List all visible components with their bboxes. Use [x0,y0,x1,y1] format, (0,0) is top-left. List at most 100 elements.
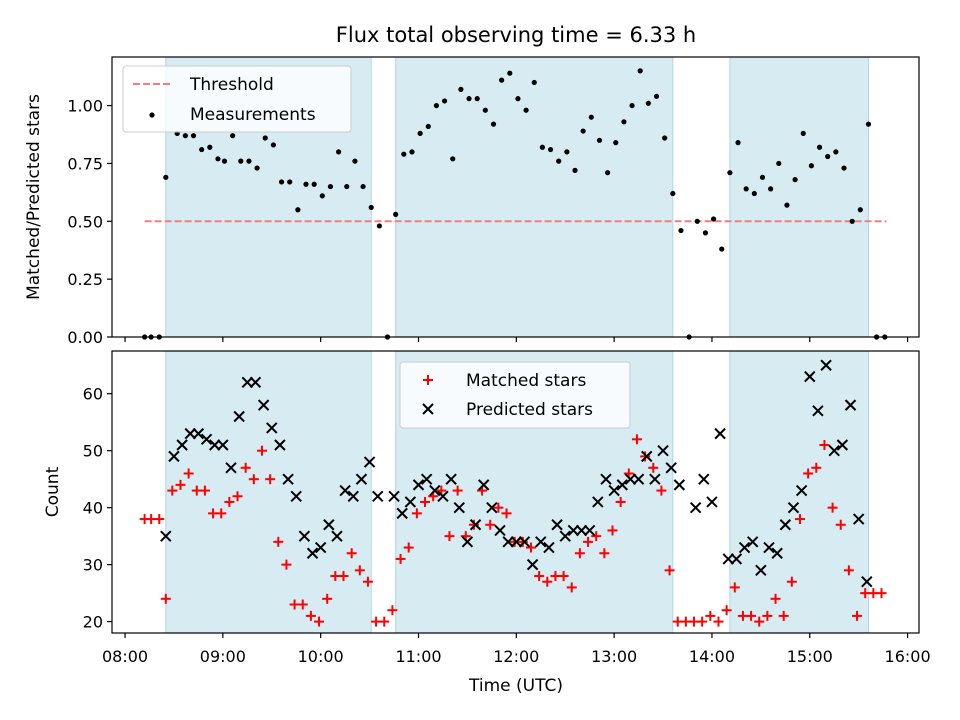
matched-legend-label: Matched stars [466,371,586,391]
predicted-star-point [200,433,213,446]
measurement-point [735,140,741,146]
bottom-y-axis-label: Count [43,466,63,517]
matched-star-point [411,508,422,519]
measurement-point [768,186,774,192]
measurement-point [311,181,317,187]
matched-star-point [248,474,259,485]
predicted-star-point [738,541,751,554]
matched-star-point [517,536,528,547]
bottom-legend: Matched stars Predicted stars [399,361,631,429]
measurement-point [238,158,244,164]
matched-star-point [843,565,854,576]
matched-star-point [362,576,373,587]
predicted-legend-marker [422,403,434,415]
predicted-star-point [665,462,677,474]
measurement-point [499,77,505,83]
matched-star-point [444,531,455,542]
matched-star-point [501,508,512,519]
top-shaded-band-2 [395,56,674,338]
measurement-point [808,163,815,169]
matched-star-point [615,496,626,507]
predicted-star-point [331,530,343,542]
matched-star-point [631,434,642,445]
predicted-star-point [828,444,840,457]
matched-star-point [778,610,789,621]
measurement-point [515,96,521,102]
predicted-star-point [437,490,449,502]
measurement-point [352,158,358,164]
matched-star-point [827,502,838,513]
measurement-point [278,179,285,185]
measurement-point [246,158,252,164]
predicted-star-point [274,439,286,451]
predicted-star-point [225,462,237,474]
x-tick-label: 14:00 [689,647,735,666]
matched-star-point [314,616,325,627]
predicted-star-point [412,479,425,491]
measurement-point [199,146,205,153]
predicted-star-point [168,450,180,463]
predicted-star-point [478,479,490,491]
measurement-point [580,128,586,134]
matched-star-point [281,559,292,570]
measurement-point [182,133,188,139]
measurement-point [360,183,366,190]
measurement-point [564,149,570,155]
measurement-point [743,186,749,192]
bottom-axes-frame [111,350,920,634]
predicted-star-point [575,524,588,537]
measurement-point [207,144,213,150]
measurement-point [523,107,529,113]
predicted-star-point [306,547,319,559]
measurement-point [466,96,472,102]
matched-star-point [811,462,822,473]
predicted-star-point [461,536,474,548]
matched-star-point [199,485,210,496]
matched-star-point [729,582,740,593]
x-tick-label: 09:00 [200,647,246,666]
top-legend-box [122,65,352,133]
matched-star-point [525,542,536,553]
matched-star-point [420,496,431,507]
measurement-point [393,211,399,217]
matched-star-point [542,576,553,587]
matched-star-point [232,491,243,502]
predicted-star-point [771,547,783,559]
measurement-point [841,165,847,171]
predicted-star-point [502,536,514,548]
predicted-star-point [730,553,743,565]
measurement-point [490,121,497,127]
predicted-star-point [787,501,800,514]
predicted-star-point [779,519,792,531]
measurement-point [319,193,325,199]
measurement-point [344,183,350,190]
predicted-star-point [494,524,506,537]
predicted-star-point [160,530,172,542]
measurement-point [450,156,456,162]
predicted-star-point [559,530,571,542]
matched-star-point [154,514,165,525]
predicted-star-point [714,427,726,440]
predicted-stars-points [160,359,873,588]
matched-star-point [599,548,610,559]
x-tick-label: 11:00 [395,647,441,666]
matched-star-point [705,610,716,621]
measurement-point [849,218,855,224]
chart-title: Flux total observing time = 6.33 h [336,23,696,47]
predicted-legend-label: Predicted stars [466,400,593,420]
predicted-star-point [453,501,465,514]
predicted-star-point [404,496,417,508]
measurement-point [425,123,431,130]
predicted-star-point [649,473,661,485]
predicted-star-point [861,576,873,588]
predicted-star-point [747,536,759,548]
matched-star-point [794,514,805,525]
measurement-point [719,246,725,252]
predicted-star-point [706,496,718,508]
matched-star-point [175,479,186,490]
bottom-y-tick-label: 40 [83,499,103,518]
x-tick-label: 16:00 [885,647,931,666]
predicted-star-point [755,564,767,577]
predicted-star-point [420,473,433,485]
matched-star-point [534,571,545,582]
